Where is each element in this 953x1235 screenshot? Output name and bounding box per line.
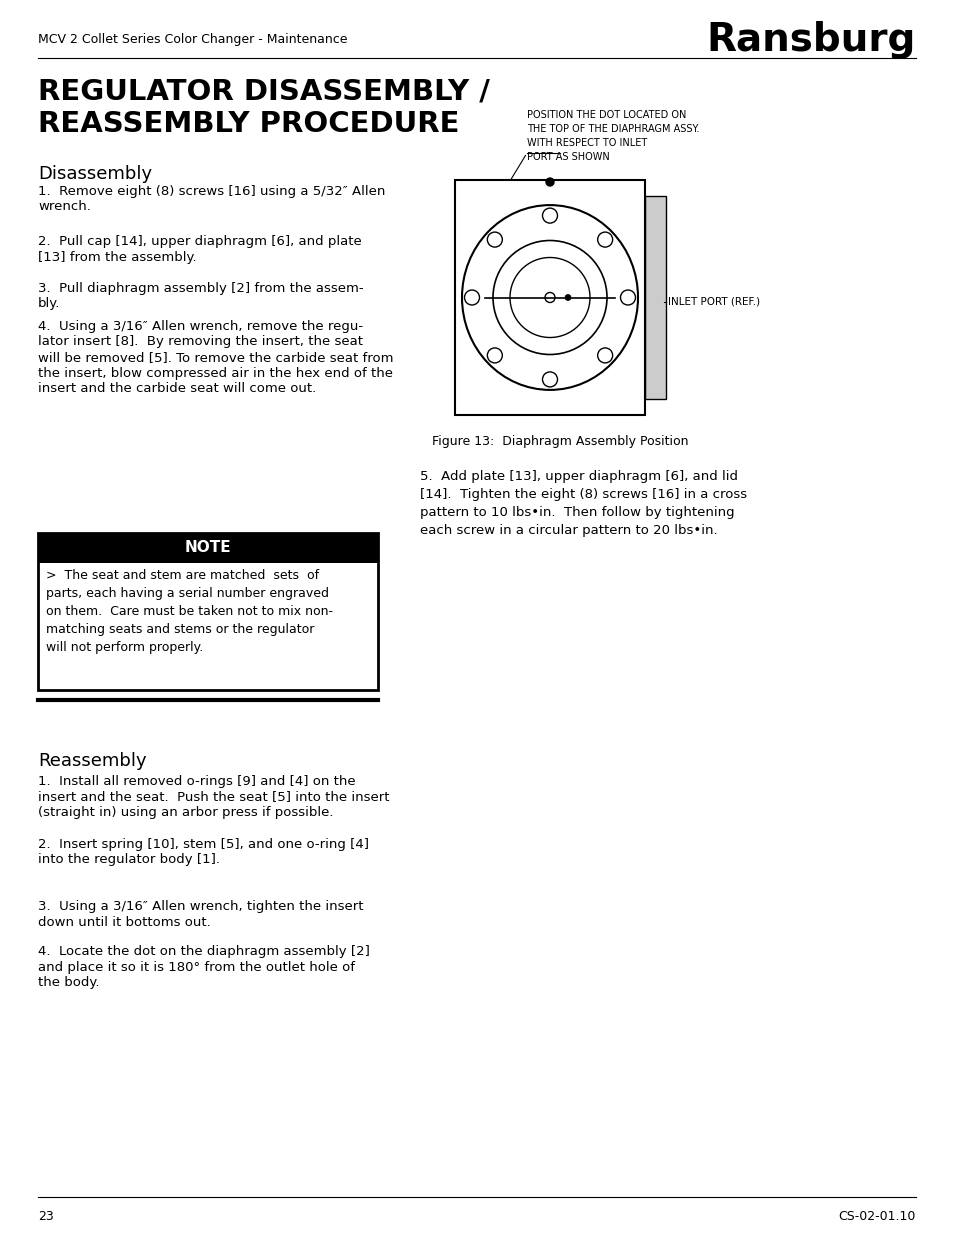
Text: and place it so it is 180° from the outlet hole of: and place it so it is 180° from the outl… — [38, 961, 355, 973]
Circle shape — [542, 372, 557, 387]
Text: wrench.: wrench. — [38, 200, 91, 214]
Ellipse shape — [461, 205, 638, 390]
Text: will be removed [5]. To remove the carbide seat from: will be removed [5]. To remove the carbi… — [38, 351, 393, 364]
Text: lator insert [8].  By removing the insert, the seat: lator insert [8]. By removing the insert… — [38, 336, 363, 348]
Text: 5.  Add plate [13], upper diaphragm [6], and lid
[14].  Tighten the eight (8) sc: 5. Add plate [13], upper diaphragm [6], … — [419, 471, 746, 537]
Text: NOTE: NOTE — [185, 541, 231, 556]
Text: Reassembly: Reassembly — [38, 752, 147, 769]
Text: insert and the carbide seat will come out.: insert and the carbide seat will come ou… — [38, 382, 315, 395]
Text: insert and the seat.  Push the seat [5] into the insert: insert and the seat. Push the seat [5] i… — [38, 790, 389, 804]
Bar — [38, 534, 377, 563]
Text: >  The seat and stem are matched  sets  of
parts, each having a serial number en: > The seat and stem are matched sets of … — [46, 569, 333, 655]
Circle shape — [487, 348, 502, 363]
Text: REGULATOR DISASSEMBLY /: REGULATOR DISASSEMBLY / — [38, 78, 489, 106]
Text: INLET PORT (REF.): INLET PORT (REF.) — [667, 296, 760, 308]
Circle shape — [510, 258, 589, 337]
Text: the insert, blow compressed air in the hex end of the: the insert, blow compressed air in the h… — [38, 367, 393, 379]
Text: Ransburg: Ransburg — [706, 21, 915, 59]
Circle shape — [619, 290, 635, 305]
Text: bly.: bly. — [38, 298, 60, 310]
Circle shape — [487, 232, 502, 247]
Text: 3.  Pull diaphragm assembly [2] from the assem-: 3. Pull diaphragm assembly [2] from the … — [38, 282, 363, 295]
Circle shape — [597, 232, 612, 247]
Circle shape — [493, 241, 606, 354]
Text: 2.  Pull cap [14], upper diaphragm [6], and plate: 2. Pull cap [14], upper diaphragm [6], a… — [38, 235, 361, 248]
Circle shape — [564, 294, 571, 300]
Text: Figure 13:  Diaphragm Assembly Position: Figure 13: Diaphragm Assembly Position — [432, 435, 688, 448]
Circle shape — [542, 209, 557, 224]
Circle shape — [464, 290, 479, 305]
Bar — [644, 196, 665, 399]
Text: 1.  Install all removed o-rings [9] and [4] on the: 1. Install all removed o-rings [9] and [… — [38, 776, 355, 788]
Text: (straight in) using an arbor press if possible.: (straight in) using an arbor press if po… — [38, 806, 334, 819]
Circle shape — [544, 293, 555, 303]
Text: MCV 2 Collet Series Color Changer - Maintenance: MCV 2 Collet Series Color Changer - Main… — [38, 33, 347, 47]
Bar — [38, 534, 377, 690]
Text: the body.: the body. — [38, 976, 99, 989]
Text: into the regulator body [1].: into the regulator body [1]. — [38, 853, 220, 867]
Text: 4.  Locate the dot on the diaphragm assembly [2]: 4. Locate the dot on the diaphragm assem… — [38, 945, 370, 958]
Text: POSITION THE DOT LOCATED ON
THE TOP OF THE DIAPHRAGM ASSY.
WITH RESPECT TO INLET: POSITION THE DOT LOCATED ON THE TOP OF T… — [526, 110, 699, 162]
Text: 1.  Remove eight (8) screws [16] using a 5/32″ Allen: 1. Remove eight (8) screws [16] using a … — [38, 185, 385, 198]
Text: REASSEMBLY PROCEDURE: REASSEMBLY PROCEDURE — [38, 110, 459, 138]
Bar — [455, 180, 644, 415]
Circle shape — [545, 178, 554, 186]
Circle shape — [597, 348, 612, 363]
Text: 23: 23 — [38, 1209, 53, 1223]
Text: Disassembly: Disassembly — [38, 165, 152, 183]
Text: [13] from the assembly.: [13] from the assembly. — [38, 251, 196, 263]
Text: CS-02-01.10: CS-02-01.10 — [838, 1209, 915, 1223]
Text: 3.  Using a 3/16″ Allen wrench, tighten the insert: 3. Using a 3/16″ Allen wrench, tighten t… — [38, 900, 363, 913]
Text: down until it bottoms out.: down until it bottoms out. — [38, 915, 211, 929]
Text: 4.  Using a 3/16″ Allen wrench, remove the regu-: 4. Using a 3/16″ Allen wrench, remove th… — [38, 320, 363, 333]
Text: 2.  Insert spring [10], stem [5], and one o-ring [4]: 2. Insert spring [10], stem [5], and one… — [38, 839, 369, 851]
